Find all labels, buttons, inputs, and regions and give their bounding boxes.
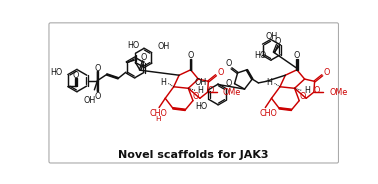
Text: H: H <box>198 86 204 95</box>
Text: OMe: OMe <box>329 88 347 97</box>
Text: OH: OH <box>195 78 207 87</box>
Text: OH: OH <box>84 96 96 105</box>
Text: O: O <box>193 91 199 100</box>
Text: HO: HO <box>50 68 62 77</box>
Text: O: O <box>187 52 194 61</box>
Text: O: O <box>94 91 101 100</box>
Text: CHO: CHO <box>259 109 277 118</box>
Text: HO: HO <box>127 41 139 50</box>
Text: O: O <box>275 37 281 46</box>
Text: Novel scaffolds for JAK3: Novel scaffolds for JAK3 <box>118 150 269 160</box>
Text: O: O <box>294 52 300 61</box>
Text: O: O <box>314 86 320 95</box>
Text: HO: HO <box>195 102 208 111</box>
Text: H: H <box>304 86 310 95</box>
Text: OH: OH <box>157 42 170 51</box>
Text: H: H <box>266 78 272 87</box>
Text: O: O <box>141 53 147 62</box>
Text: O: O <box>225 79 231 88</box>
Text: O: O <box>299 91 305 100</box>
Text: O: O <box>208 86 214 95</box>
Text: O: O <box>217 68 224 77</box>
Text: OH: OH <box>265 32 277 41</box>
Text: O: O <box>73 71 79 80</box>
Text: O: O <box>94 64 101 73</box>
Text: HO: HO <box>254 51 266 60</box>
Text: H: H <box>160 78 166 87</box>
Text: CHO: CHO <box>149 109 167 118</box>
Text: O: O <box>324 68 330 77</box>
Text: H: H <box>156 116 161 122</box>
Text: OMe: OMe <box>223 88 241 97</box>
Text: O: O <box>225 59 232 68</box>
FancyBboxPatch shape <box>49 23 338 163</box>
